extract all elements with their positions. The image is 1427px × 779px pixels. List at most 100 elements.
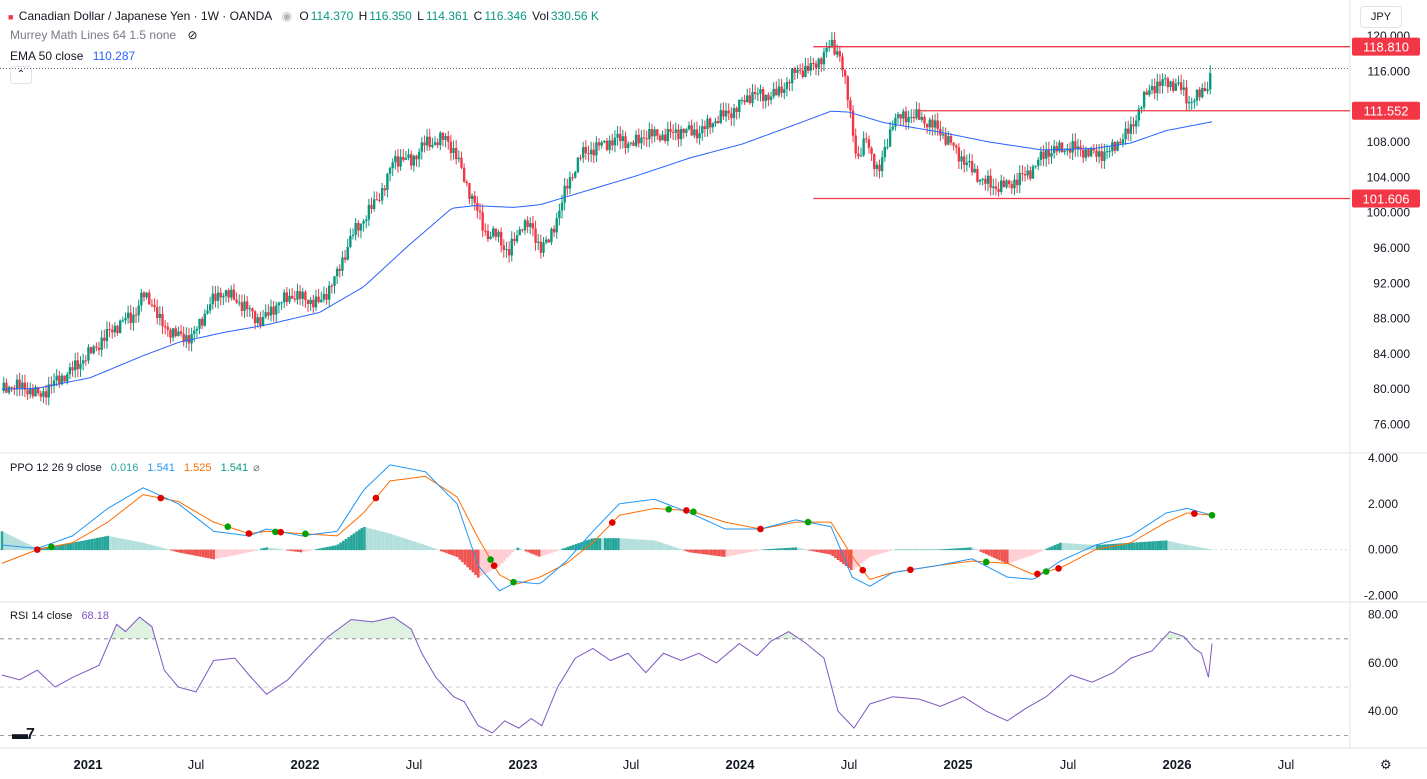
ppo-histogram-bar <box>336 544 340 551</box>
ppo-histogram-bar <box>1162 540 1165 551</box>
candle-body <box>740 99 744 101</box>
candle-body <box>103 337 106 341</box>
ppo-histogram-bar <box>1019 549 1022 560</box>
ppo-histogram-bar <box>283 549 287 551</box>
currency-button[interactable]: JPY <box>1360 6 1402 28</box>
ppo-histogram-bar <box>450 549 454 556</box>
ppo-cross-marker <box>1208 511 1216 519</box>
candle-body <box>36 386 40 394</box>
candle-body <box>862 138 865 156</box>
candle-body <box>645 138 648 140</box>
price-tick-label: 116.000 <box>1368 64 1411 78</box>
ppo-histogram-bar <box>953 548 956 551</box>
candle-body <box>34 386 37 397</box>
ppo-histogram-bar <box>670 545 673 551</box>
ppo-histogram-bar <box>373 529 377 551</box>
candle-body <box>42 391 45 397</box>
candle-body <box>111 329 114 333</box>
candle-body <box>989 175 992 188</box>
hidden-eye-icon[interactable]: ⊘ <box>187 28 198 42</box>
ppo-histogram-bar <box>831 549 835 557</box>
candle-body <box>875 164 879 169</box>
ppo-settings-icon[interactable]: ⌀ <box>253 462 260 474</box>
ppo-histogram-bar <box>0 531 4 551</box>
candle-body <box>679 129 683 140</box>
candle-body <box>658 135 662 141</box>
eye-toggle-icon[interactable]: ◉ <box>281 9 293 23</box>
candle-body <box>182 333 185 342</box>
candle-body <box>502 245 506 250</box>
murrey-legend[interactable]: Murrey Math Lines 64 1.5 none ⊘ <box>10 28 200 42</box>
candle-body <box>690 125 693 136</box>
candle-body <box>89 347 93 354</box>
candle-body <box>1082 149 1085 158</box>
ppo-histogram-bar <box>1199 547 1202 551</box>
ppo-histogram-bar <box>662 543 665 551</box>
tradingview-logo-icon[interactable]: ▬7 <box>12 726 35 743</box>
candle-body <box>97 347 101 350</box>
ppo-histogram-bar <box>976 549 980 551</box>
ppo-histogram-bar <box>201 549 205 558</box>
candle-body <box>899 114 902 119</box>
ema-legend[interactable]: EMA 50 close 110.287 <box>10 49 137 63</box>
collapse-legend-button[interactable]: ⌃ <box>10 66 32 84</box>
ppo-histogram-bar <box>860 549 864 564</box>
candle-body <box>693 129 696 136</box>
candle-body <box>195 328 199 331</box>
ppo-histogram-bar <box>479 549 483 577</box>
candle-body <box>415 155 418 160</box>
candle-body <box>338 268 341 271</box>
ppo-cross-marker <box>665 506 673 513</box>
candle-body <box>830 39 834 48</box>
candle-body <box>470 195 474 199</box>
ppo-cross-marker <box>302 530 309 538</box>
candle-body <box>132 314 135 323</box>
candle-body <box>873 153 876 169</box>
ppo-legend[interactable]: PPO 12 26 9 close 0.016 1.541 1.525 1.54… <box>10 461 262 474</box>
ppo-cross-marker <box>157 494 165 502</box>
candle-body <box>534 228 537 243</box>
candle-body <box>52 380 56 387</box>
candle-body <box>1198 89 1201 98</box>
ppo-histogram-bar <box>638 539 641 551</box>
ppo-histogram-bar <box>672 546 676 551</box>
candle-body <box>973 168 976 173</box>
ppo-histogram-bar <box>868 549 872 557</box>
candle-body <box>298 291 302 299</box>
rsi-legend[interactable]: RSI 14 close 68.18 <box>10 610 111 622</box>
candle-body <box>1140 107 1143 109</box>
candle-body <box>330 285 334 287</box>
ppo-histogram-bar <box>455 549 459 557</box>
candle-body <box>322 293 326 300</box>
candle-body <box>1193 100 1196 102</box>
time-tick-label: Jul <box>841 757 858 772</box>
candle-body <box>1137 108 1141 121</box>
candle-body <box>944 134 947 145</box>
candle-body <box>923 116 926 124</box>
ppo-histogram-bar <box>503 549 506 561</box>
ppo-histogram-bar <box>474 549 477 576</box>
candle-body <box>383 188 386 191</box>
candle-body <box>1076 146 1080 150</box>
candle-body <box>222 295 225 298</box>
settings-gear-icon[interactable]: ⚙ <box>1380 757 1392 772</box>
ppo-histogram-bar <box>230 549 234 556</box>
candle-body <box>1034 165 1037 167</box>
ppo-histogram-bar <box>569 545 573 551</box>
ppo-histogram-bar <box>220 549 223 558</box>
candle-body <box>1127 128 1130 134</box>
ppo-histogram-bar <box>437 549 440 551</box>
ppo-histogram-bar <box>270 548 274 551</box>
ppo-histogram-bar <box>815 549 819 552</box>
candle-body <box>682 129 685 133</box>
candle-body <box>608 140 611 150</box>
candle-body <box>1195 89 1199 101</box>
ppo-histogram-bar <box>791 547 795 551</box>
time-tick-label: Jul <box>406 757 423 772</box>
symbol-title[interactable]: Canadian Dollar / Japanese Yen · 1W · OA… <box>18 9 273 23</box>
candle-body <box>1029 170 1032 179</box>
ppo-histogram-bar <box>939 549 943 551</box>
candle-body <box>629 142 633 144</box>
ppo-histogram-bar <box>463 549 467 565</box>
